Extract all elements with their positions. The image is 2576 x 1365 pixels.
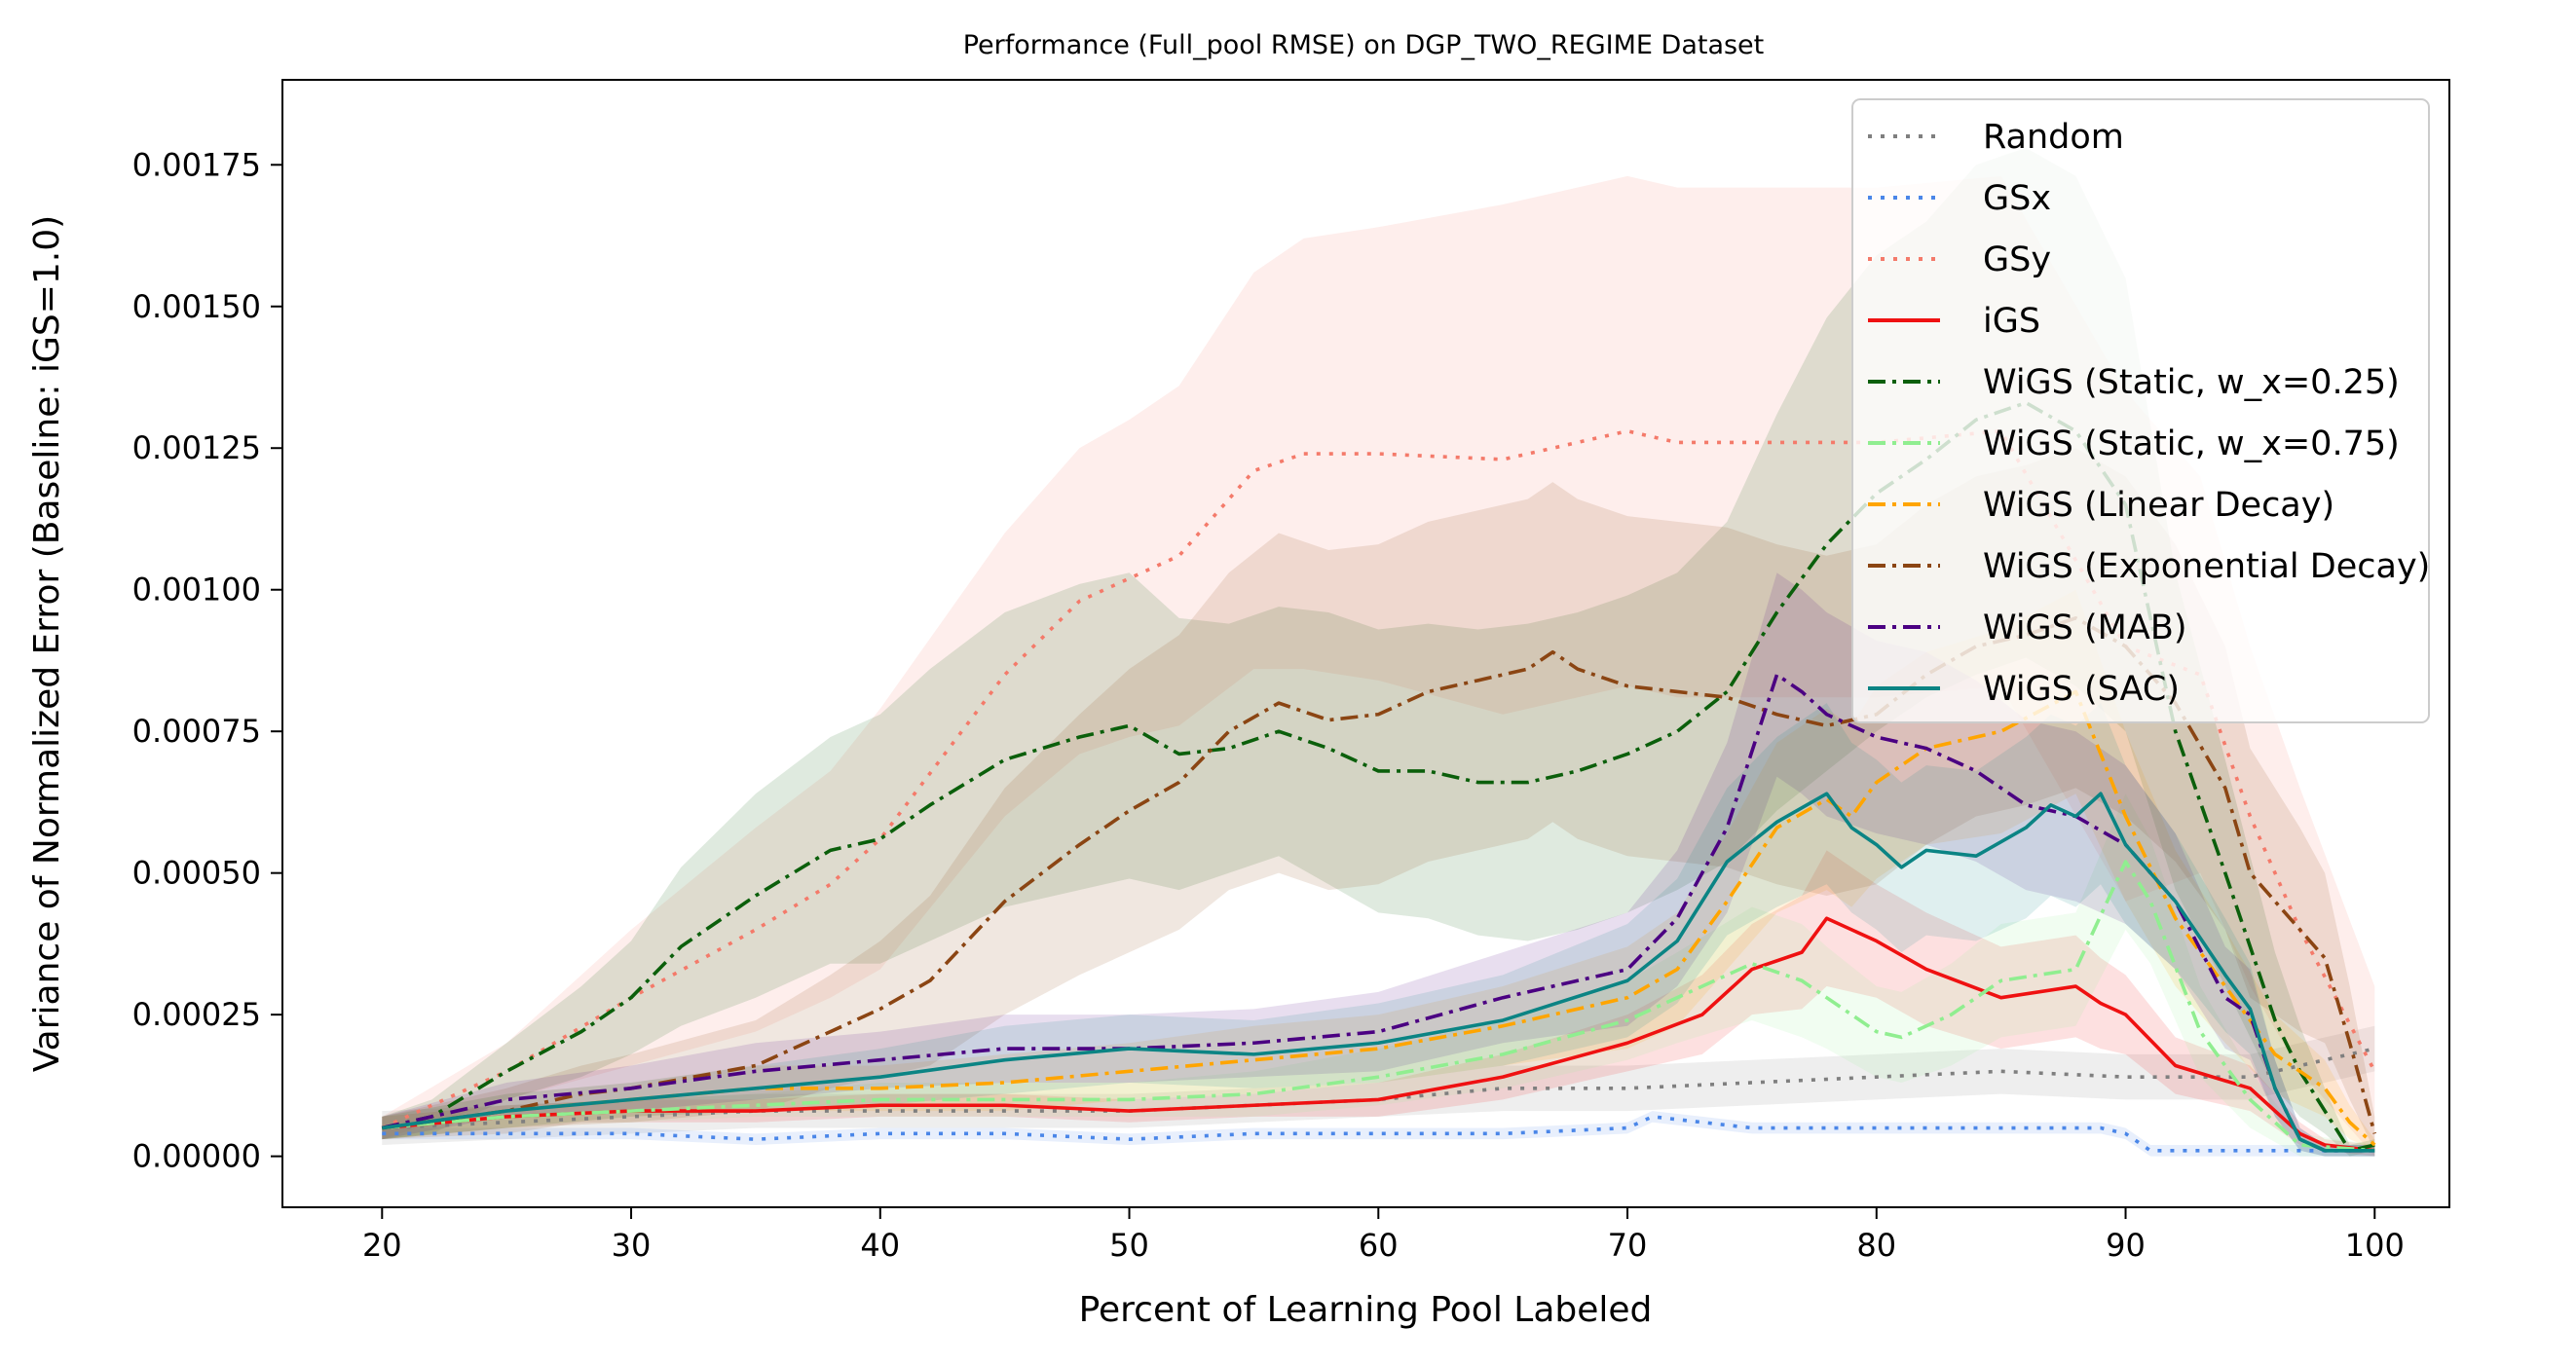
band-wigs-static-w-x-0-75 [382,793,2375,1157]
chart-title: Performance (Full_pool RMSE) on DGP_TWO_… [963,30,1765,60]
series-line-wigs-static-w-x-0-75 [382,860,2375,1153]
x-tick-label: 40 [860,1227,900,1264]
y-axis-ticks: 0.00000 0.00025 0.00050 0.00075 0.00100 0.001… [132,146,282,1175]
y-tick-label: 0.00125 [132,429,261,466]
legend-label-wigs-static-w-x-0-75: WiGS (Static, w_x=0.75) [1983,424,2400,463]
series-line-random [382,1047,2375,1130]
series-line-igs [382,916,2375,1153]
legend: Random GSx GSy iGS WiGS (Static, w_x=0.25) Wi… [1851,98,2430,723]
band-wigs-linear-decay [382,589,2375,1151]
y-tick-label: 0.00000 [132,1138,261,1175]
legend-label-wigs-mab: WiGS (MAB) [1983,609,2187,647]
x-tick-label: 20 [362,1227,402,1264]
band-wigs-sac [382,703,2375,1157]
plot-frame [281,79,2450,1208]
x-tick-label: 60 [1359,1227,1399,1264]
legend-label-random: Random [1983,118,2124,157]
x-tick-label: 30 [612,1227,652,1264]
band-random [382,1025,2375,1145]
series-line-wigs-linear-decay [382,689,2376,1147]
y-tick-label: 0.00075 [132,713,261,750]
series-line-wigs-sac [382,792,2375,1153]
legend-label-wigs-static-w-x-0-25: WiGS (Static, w_x=0.25) [1983,363,2400,402]
band-gsx [382,1111,2375,1157]
band-igs [382,850,2375,1157]
x-tick-label: 80 [1856,1227,1896,1264]
x-tick-label: 90 [2106,1227,2146,1264]
y-tick-label: 0.00050 [132,855,261,892]
x-axis-ticks: 20 30 40 50 60 70 80 90 100 [362,1207,2405,1264]
y-tick-label: 0.00175 [132,146,261,183]
legend-label-wigs-exponential-decay: WiGS (Exponential Decay) [1983,547,2430,586]
legend-box [1851,98,2430,723]
x-tick-label: 50 [1109,1227,1149,1264]
legend-label-gsy: GSy [1983,240,2051,279]
legend-label-gsx: GSx [1983,179,2051,218]
y-axis-label: Variance of Normalized Error (Baseline: … [27,215,67,1072]
series-line-wigs-mab [381,673,2375,1153]
x-tick-label: 70 [1608,1227,1648,1264]
x-axis-label: Percent of Learning Pool Labeled [1079,1290,1653,1330]
legend-label-wigs-sac: WiGS (SAC) [1983,670,2180,709]
legend-label-igs: iGS [1983,302,2040,341]
y-tick-label: 0.00025 [132,996,261,1033]
legend-label-wigs-linear-decay: WiGS (Linear Decay) [1983,486,2334,525]
x-tick-label: 100 [2345,1227,2405,1264]
y-tick-label: 0.00100 [132,572,261,609]
y-tick-label: 0.00150 [132,288,261,325]
